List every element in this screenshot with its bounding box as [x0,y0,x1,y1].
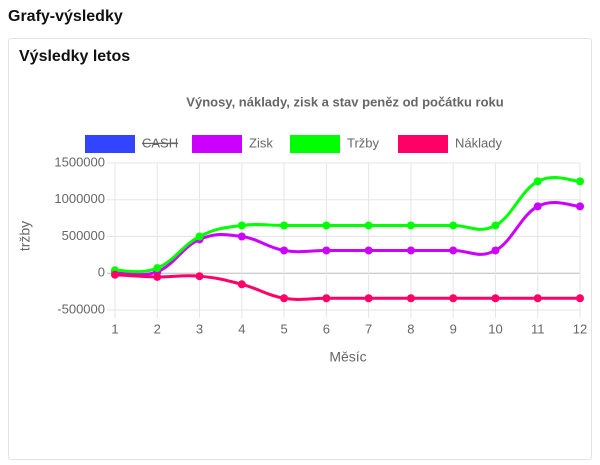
data-point [237,232,246,241]
x-tick-label: 2 [154,321,161,336]
series-line [114,273,580,301]
data-point [153,272,162,281]
data-point [533,177,542,186]
x-tick-label: 8 [407,321,414,336]
y-tick-label: -500000 [57,301,105,316]
x-tick-label: 12 [573,321,587,336]
data-point [195,272,204,281]
y-tick-label: 1000000 [54,191,105,206]
data-point [449,294,458,303]
data-point [406,221,415,230]
data-point [280,221,289,230]
x-tick-label: 5 [280,321,287,336]
x-tick-label: 4 [238,321,245,336]
x-tick-label: 3 [196,321,203,336]
data-point [364,246,373,255]
data-point [237,221,246,230]
x-tick-label: 10 [488,321,502,336]
data-point [449,246,458,255]
page-title: Grafy-výsledky [8,8,123,25]
data-point [533,294,542,303]
series-line [114,175,581,274]
y-tick-label: 1500000 [54,154,105,169]
data-point [576,202,584,211]
y-tick-label: 500000 [62,228,105,243]
legend-swatch [85,135,135,153]
x-tick-label: 7 [365,321,372,336]
data-point [406,294,415,303]
data-point [576,177,584,186]
data-point [449,221,458,230]
x-axis-label: Měsíc [329,349,366,365]
legend-swatch [290,135,340,153]
data-point [364,294,373,303]
data-point [111,270,119,279]
data-point [280,294,289,303]
data-point [491,294,500,303]
x-tick-label: 11 [531,321,545,336]
data-point [322,221,331,230]
legend-label: Zisk [249,135,273,150]
data-point [280,246,289,255]
card-title: Výsledky letos [19,48,131,65]
x-tick-label: 6 [323,321,330,336]
data-point [195,232,204,241]
data-point [491,246,500,255]
legend-swatch [398,135,448,153]
data-point [533,202,542,211]
data-point [322,246,331,255]
legend-swatch [192,135,242,153]
legend-label: CASH [142,135,178,150]
data-point [153,264,162,273]
data-point [406,246,415,255]
legend-label: Tržby [347,135,380,150]
data-point [491,221,500,230]
data-point [576,294,584,303]
data-point [322,294,331,303]
data-point [237,280,246,289]
legend-label: Náklady [455,135,502,150]
card: Výsledky letos [8,38,592,460]
y-tick-label: 0 [98,265,105,280]
x-tick-label: 1 [111,321,118,336]
x-tick-label: 9 [450,321,457,336]
y-axis-label: tržby [17,221,33,251]
chart-title: Výnosy, náklady, zisk a stav peněz od po… [186,94,503,109]
data-point [364,221,373,230]
